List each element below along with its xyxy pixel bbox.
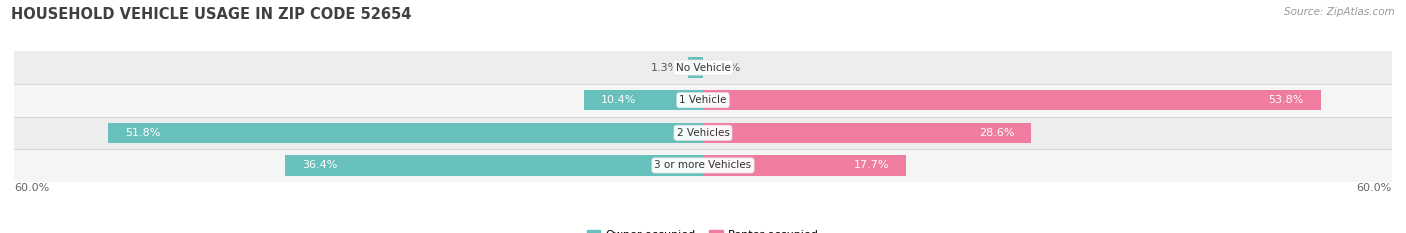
Bar	[688, 58, 703, 78]
Text: HOUSEHOLD VEHICLE USAGE IN ZIP CODE 52654: HOUSEHOLD VEHICLE USAGE IN ZIP CODE 5265…	[11, 7, 412, 22]
Bar	[703, 155, 907, 175]
Text: No Vehicle: No Vehicle	[675, 63, 731, 72]
Bar	[108, 123, 703, 143]
Bar	[14, 116, 1392, 149]
Text: Source: ZipAtlas.com: Source: ZipAtlas.com	[1284, 7, 1395, 17]
Text: 1.3%: 1.3%	[651, 63, 679, 72]
Bar	[14, 149, 1392, 182]
Text: 1 Vehicle: 1 Vehicle	[679, 95, 727, 105]
Bar	[703, 123, 1032, 143]
Bar	[14, 51, 1392, 84]
Text: 28.6%: 28.6%	[979, 128, 1014, 138]
Text: 10.4%: 10.4%	[600, 95, 636, 105]
Bar	[583, 90, 703, 110]
Text: 53.8%: 53.8%	[1268, 95, 1303, 105]
Text: 36.4%: 36.4%	[302, 161, 337, 170]
Text: 17.7%: 17.7%	[853, 161, 889, 170]
Text: 60.0%: 60.0%	[14, 183, 49, 193]
Bar	[285, 155, 703, 175]
Text: 51.8%: 51.8%	[125, 128, 160, 138]
Bar	[14, 84, 1392, 116]
Text: 60.0%: 60.0%	[1357, 183, 1392, 193]
Bar	[703, 90, 1320, 110]
Text: 3 or more Vehicles: 3 or more Vehicles	[654, 161, 752, 170]
Legend: Owner-occupied, Renter-occupied: Owner-occupied, Renter-occupied	[582, 225, 824, 233]
Text: 2 Vehicles: 2 Vehicles	[676, 128, 730, 138]
Text: 0.0%: 0.0%	[713, 63, 741, 72]
